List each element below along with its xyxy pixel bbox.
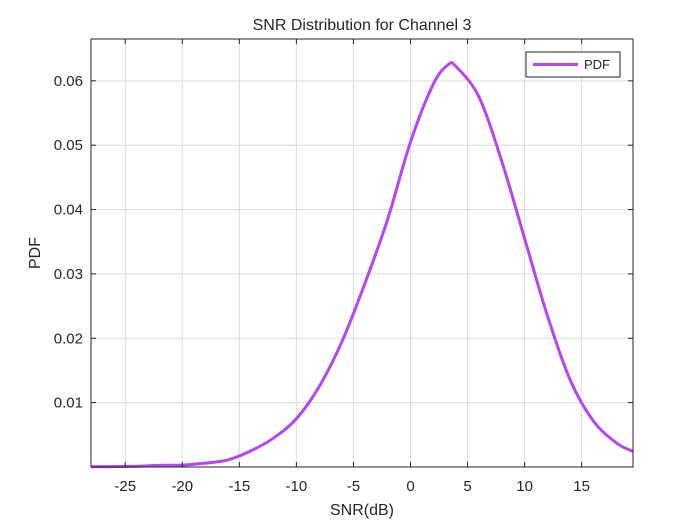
plot-frame — [90, 38, 634, 468]
y-tick-label: 0.05 — [54, 137, 83, 154]
pdf-series-line — [90, 61, 634, 469]
x-tick-label: 10 — [516, 478, 533, 495]
legend-label: PDF — [584, 57, 610, 72]
x-tick-label: -15 — [228, 478, 250, 495]
x-axis-title: SNR(dB) — [330, 502, 394, 519]
y-tick-label: 0.03 — [54, 266, 83, 283]
y-tick-label: 0.06 — [54, 73, 83, 90]
x-tick-label: 15 — [573, 478, 590, 495]
legend: PDF — [525, 51, 621, 78]
y-tick-label: 0.02 — [54, 330, 83, 347]
y-tick-label: 0.04 — [54, 202, 83, 219]
axis-ticks: -25 -20 -15 -10 -5 0 5 10 15 0.01 0.02 0.03 0.04 0.05… — [54, 39, 633, 495]
chart-title: SNR Distribution for Channel 3 — [253, 17, 472, 34]
x-tick-label: 5 — [463, 478, 471, 495]
y-tick-label: 0.01 — [54, 395, 83, 412]
y-axis-title: PDF — [27, 237, 44, 269]
grid-lines — [91, 39, 633, 467]
x-tick-label: -10 — [286, 478, 308, 495]
x-tick-label: 0 — [406, 478, 414, 495]
x-tick-label: -25 — [114, 478, 136, 495]
x-tick-label: -20 — [171, 478, 193, 495]
plot-area — [91, 39, 633, 467]
x-tick-label: -5 — [347, 478, 360, 495]
series-lines — [90, 61, 634, 469]
